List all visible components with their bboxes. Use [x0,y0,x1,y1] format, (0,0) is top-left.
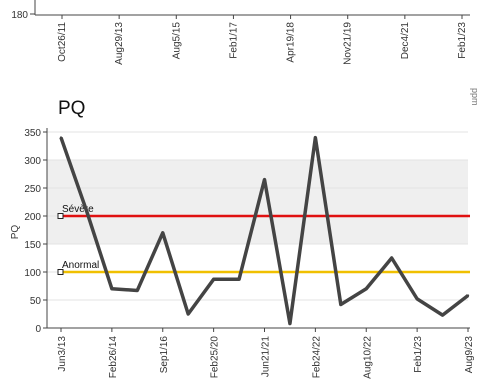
x-tick-label: Aug10/22 [362,336,373,379]
data-point [110,287,114,290]
top-x-tick-label: Apr19/18 [286,22,297,63]
x-tick-label: Jun21/21 [261,336,272,378]
top-x-ticks: Oct26/11 Aug29/13 Aug5/15 Feb1/17 Apr19/18 No… [57,15,468,65]
data-point [136,289,139,292]
reference-label: Sévère [62,204,94,215]
reference-marker [57,213,64,219]
data-point [390,256,393,260]
chart-axes [46,128,470,329]
data-point [161,231,164,234]
x-tick-label: Feb24/22 [311,336,322,379]
x-tick-label: Jun3/13 [57,336,68,372]
top-y-tick-label: 180 [11,10,28,21]
data-point [365,287,368,290]
y-tick-label: 200 [24,212,41,223]
y-tick-label: 250 [24,184,41,195]
data-point [339,303,343,306]
reference-label: Anormal [62,260,99,271]
top-x-tick-label: Aug5/15 [171,22,182,60]
x-tick-label: Feb26/14 [108,336,119,379]
y-tick-label: 300 [24,156,41,167]
y-tick-label: 350 [24,128,41,139]
top-chart-axis: 180 Oct26/11 Aug29/13 Aug5/15 Feb1/17 Apr19/… [11,0,470,65]
top-x-tick-label: Dec4/21 [400,22,411,60]
y-ticks: 0 50 100 150 200 250 300 350 [24,128,47,335]
y-tick-label: 100 [24,268,41,279]
data-point [237,278,241,281]
y-tick-label: 150 [24,240,41,251]
x-ticks: Jun3/13 Feb26/14 Sep1/16 Feb25/20 Jun21/21 Fe… [57,328,475,379]
pq-chart: Sévère Anormal 0 50 100 150 200 250 300 350 Jun3… [10,128,475,379]
series-group [59,135,470,326]
data-point [441,313,444,317]
top-x-tick-label: Aug29/13 [114,22,125,65]
x-tick-label: Aug9/23 [464,336,475,374]
y-tick-label: 50 [30,296,42,307]
y-tick-label: 0 [35,324,41,335]
x-tick-label: Sep1/16 [159,336,170,374]
top-x-tick-label: Oct26/11 [57,22,68,62]
reference-marker [57,269,64,275]
x-tick-label: Feb1/23 [413,336,424,373]
data-point [186,312,190,316]
data-point [85,209,88,212]
data-point [466,294,470,297]
data-point [59,136,63,139]
data-point [288,322,292,325]
data-point [263,178,266,181]
top-x-tick-label: Feb1/17 [228,22,239,59]
data-point [212,278,215,281]
top-x-tick-label: Nov21/19 [343,22,354,65]
data-point [314,136,317,139]
y-axis-label: PQ [10,225,21,240]
side-unit-label: ppm [470,88,480,106]
data-point [415,297,419,301]
x-tick-label: Feb25/20 [210,336,221,379]
chart-title: PQ [58,98,86,119]
top-x-tick-label: Feb1/23 [457,22,468,59]
